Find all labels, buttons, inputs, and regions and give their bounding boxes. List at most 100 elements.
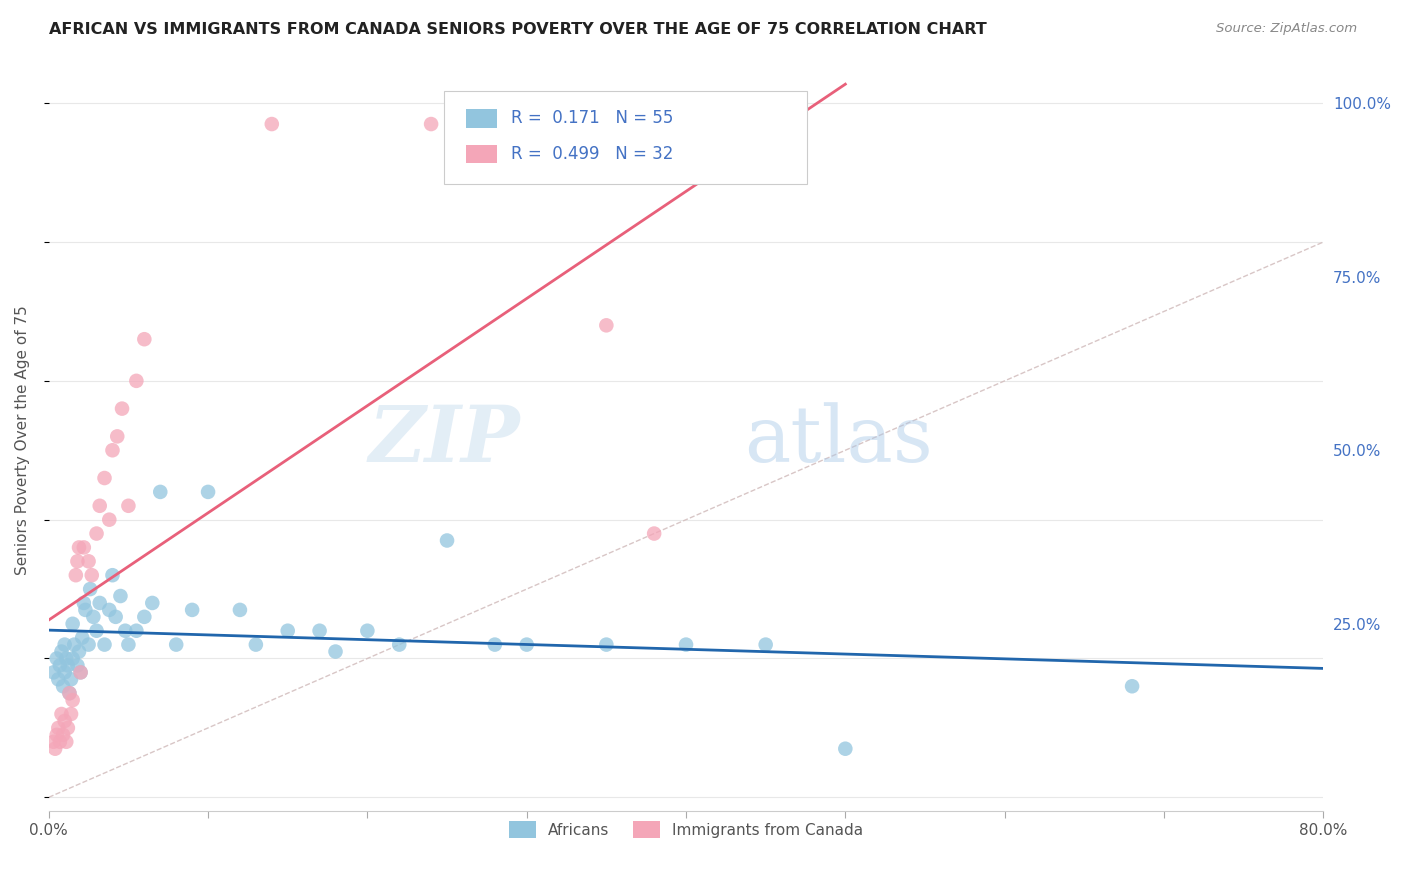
Point xyxy=(117,638,139,652)
Point xyxy=(134,332,156,346)
Point xyxy=(77,554,100,568)
Point xyxy=(55,651,77,665)
Point xyxy=(643,526,665,541)
FancyBboxPatch shape xyxy=(465,109,498,128)
Point xyxy=(49,658,72,673)
Point xyxy=(62,616,84,631)
Point xyxy=(42,665,65,680)
Point xyxy=(356,624,378,638)
Point xyxy=(308,624,330,638)
FancyBboxPatch shape xyxy=(465,145,498,163)
Point xyxy=(516,638,538,652)
Point xyxy=(277,624,299,638)
Point xyxy=(755,638,778,652)
Point xyxy=(66,554,89,568)
Point xyxy=(65,568,87,582)
Point xyxy=(110,589,132,603)
Point xyxy=(1121,679,1143,693)
Point xyxy=(388,638,411,652)
FancyBboxPatch shape xyxy=(444,91,807,184)
Point xyxy=(46,673,69,687)
Point xyxy=(93,471,115,485)
Text: R =  0.171   N = 55: R = 0.171 N = 55 xyxy=(512,110,673,128)
Point xyxy=(245,638,267,652)
Point xyxy=(55,735,77,749)
Point xyxy=(45,651,67,665)
Point xyxy=(62,693,84,707)
Text: ZIP: ZIP xyxy=(368,401,520,478)
Point xyxy=(52,679,75,693)
Point xyxy=(56,721,79,735)
Point xyxy=(53,714,76,728)
Point xyxy=(77,638,100,652)
Point xyxy=(595,318,617,333)
Point xyxy=(101,568,124,582)
Text: R =  0.499   N = 32: R = 0.499 N = 32 xyxy=(512,145,673,163)
Point xyxy=(58,686,80,700)
Text: AFRICAN VS IMMIGRANTS FROM CANADA SENIORS POVERTY OVER THE AGE OF 75 CORRELATION: AFRICAN VS IMMIGRANTS FROM CANADA SENIOR… xyxy=(49,22,987,37)
Point xyxy=(86,624,108,638)
Point xyxy=(134,610,156,624)
Point xyxy=(79,582,101,596)
Y-axis label: Seniors Poverty Over the Age of 75: Seniors Poverty Over the Age of 75 xyxy=(15,305,30,574)
Point xyxy=(58,686,80,700)
Point xyxy=(46,721,69,735)
Point xyxy=(105,429,128,443)
Point xyxy=(93,638,115,652)
Point xyxy=(149,484,172,499)
Point xyxy=(63,638,86,652)
Point xyxy=(141,596,163,610)
Point xyxy=(111,401,134,416)
Point xyxy=(80,568,103,582)
Point xyxy=(197,484,219,499)
Point xyxy=(117,499,139,513)
Point xyxy=(67,644,90,658)
Point xyxy=(73,541,96,555)
Legend: Africans, Immigrants from Canada: Africans, Immigrants from Canada xyxy=(502,814,869,845)
Point xyxy=(67,541,90,555)
Point xyxy=(66,658,89,673)
Point xyxy=(86,526,108,541)
Point xyxy=(834,741,856,756)
Point xyxy=(98,513,121,527)
Point xyxy=(89,499,111,513)
Point xyxy=(53,638,76,652)
Point xyxy=(260,117,283,131)
Point xyxy=(125,624,148,638)
Point xyxy=(51,706,73,721)
Point xyxy=(73,596,96,610)
Text: Source: ZipAtlas.com: Source: ZipAtlas.com xyxy=(1216,22,1357,36)
Point xyxy=(60,673,83,687)
Point xyxy=(125,374,148,388)
Point xyxy=(52,728,75,742)
Point xyxy=(98,603,121,617)
Point xyxy=(595,638,617,652)
Point xyxy=(82,610,104,624)
Point xyxy=(675,638,697,652)
Point xyxy=(75,603,97,617)
Point xyxy=(325,644,347,658)
Point xyxy=(229,603,252,617)
Point xyxy=(165,638,187,652)
Point xyxy=(114,624,136,638)
Point xyxy=(45,728,67,742)
Point xyxy=(51,644,73,658)
Point xyxy=(60,706,83,721)
Point xyxy=(420,117,443,131)
Point xyxy=(49,735,72,749)
Point xyxy=(56,658,79,673)
Point xyxy=(104,610,127,624)
Point xyxy=(44,741,66,756)
Point xyxy=(89,596,111,610)
Point xyxy=(70,631,93,645)
Point xyxy=(62,651,84,665)
Point xyxy=(42,735,65,749)
Point xyxy=(69,665,91,680)
Text: atlas: atlas xyxy=(745,402,934,478)
Point xyxy=(436,533,458,548)
Point xyxy=(101,443,124,458)
Point xyxy=(181,603,204,617)
Point xyxy=(484,638,506,652)
Point xyxy=(69,665,91,680)
Point xyxy=(53,665,76,680)
